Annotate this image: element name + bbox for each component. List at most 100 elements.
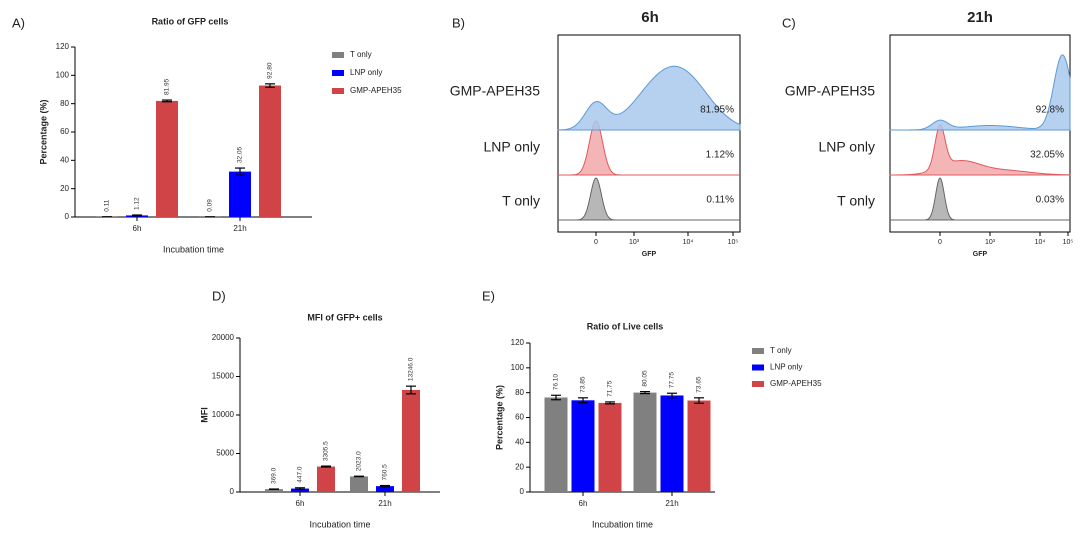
value-label: 71.75 bbox=[607, 380, 614, 397]
y-tick-label: 60 bbox=[60, 127, 69, 136]
chart-title: Ratio of GFP cells bbox=[152, 16, 229, 26]
x-axis-label: GFP bbox=[642, 251, 657, 258]
x-tick-label: 10⁵ bbox=[728, 239, 739, 246]
bar bbox=[259, 85, 281, 218]
x-tick-label: 21h bbox=[665, 499, 678, 508]
sample-label: T only bbox=[837, 193, 875, 209]
error-bar bbox=[235, 167, 245, 176]
y-tick-label: 20 bbox=[515, 462, 524, 471]
legend-label: GMP-APEH35 bbox=[350, 86, 402, 95]
bar bbox=[687, 400, 711, 492]
legend-swatch bbox=[332, 88, 344, 94]
y-axis-label: MFI bbox=[199, 407, 209, 423]
bar bbox=[291, 488, 309, 492]
error-bar bbox=[265, 83, 275, 88]
y-tick-label: 5000 bbox=[216, 449, 234, 458]
y-tick-label: 80 bbox=[515, 388, 524, 397]
histogram-curve bbox=[889, 124, 1071, 176]
percentage-label: 1.12% bbox=[706, 150, 734, 161]
y-tick-label: 100 bbox=[56, 70, 70, 79]
percentage-label: 32.05% bbox=[1030, 150, 1064, 161]
value-label: 760.5 bbox=[382, 464, 389, 481]
x-tick-label: 10⁴ bbox=[1035, 239, 1046, 246]
panel-label: D) bbox=[212, 288, 226, 303]
y-tick-label: 0 bbox=[230, 487, 235, 496]
panel-label: B) bbox=[452, 15, 465, 30]
x-tick-label: 10³ bbox=[629, 239, 640, 246]
error-bar bbox=[321, 465, 331, 468]
error-bar bbox=[694, 397, 704, 404]
value-label: 73.65 bbox=[696, 376, 703, 393]
panel-title: 21h bbox=[967, 9, 993, 26]
error-bar bbox=[406, 385, 416, 395]
panel-label: A) bbox=[12, 15, 25, 30]
percentage-label: 0.11% bbox=[706, 195, 734, 206]
legend-label: GMP-APEH35 bbox=[770, 379, 822, 388]
bar bbox=[660, 395, 684, 492]
legend-swatch bbox=[752, 381, 764, 387]
chart-title: Ratio of Live cells bbox=[587, 321, 664, 331]
error-bar bbox=[667, 392, 677, 399]
histogram-curve bbox=[890, 177, 1070, 221]
x-tick-label: 6h bbox=[296, 499, 305, 508]
sample-label: GMP-APEH35 bbox=[450, 83, 540, 99]
value-label: 2023.0 bbox=[356, 451, 363, 471]
legend-label: T only bbox=[350, 50, 372, 59]
value-label: 0.09 bbox=[207, 199, 214, 212]
legend-label: T only bbox=[770, 346, 792, 355]
error-bar bbox=[132, 214, 142, 217]
value-label: 13246.0 bbox=[408, 357, 415, 381]
x-axis-label: GFP bbox=[973, 251, 988, 258]
legend-label: LNP only bbox=[350, 68, 382, 77]
legend-swatch bbox=[752, 364, 764, 371]
legend-swatch bbox=[752, 348, 764, 354]
y-axis-label: Percentage (%) bbox=[494, 385, 504, 450]
error-bar bbox=[551, 394, 561, 401]
bar bbox=[317, 466, 335, 492]
y-tick-label: 10000 bbox=[212, 410, 235, 419]
x-tick-label: 21h bbox=[233, 224, 246, 233]
bar bbox=[402, 390, 420, 492]
value-label: 447.0 bbox=[297, 466, 304, 483]
y-tick-label: 40 bbox=[60, 155, 69, 164]
y-tick-label: 40 bbox=[515, 437, 524, 446]
percentage-label: 0.03% bbox=[1036, 195, 1064, 206]
value-label: 73.85 bbox=[580, 376, 587, 393]
y-tick-label: 80 bbox=[60, 99, 69, 108]
y-tick-label: 0 bbox=[65, 212, 70, 221]
x-tick-label: 6h bbox=[133, 224, 142, 233]
error-bar bbox=[578, 397, 588, 404]
legend-swatch bbox=[332, 52, 344, 58]
y-tick-label: 20000 bbox=[212, 333, 235, 342]
error-bar bbox=[605, 401, 615, 405]
x-tick-label: 0 bbox=[938, 239, 942, 246]
value-label: 81.95 bbox=[164, 78, 171, 95]
bar bbox=[350, 476, 368, 492]
value-label: 32.05 bbox=[237, 146, 244, 163]
x-tick-label: 10³ bbox=[985, 239, 996, 246]
histogram-curve bbox=[889, 54, 1071, 131]
panel-label: C) bbox=[782, 15, 796, 30]
y-tick-label: 120 bbox=[56, 42, 70, 51]
value-label: 369.0 bbox=[271, 467, 278, 484]
value-label: 3305.5 bbox=[323, 441, 330, 461]
value-label: 1.12 bbox=[134, 197, 141, 210]
x-axis-label: Incubation time bbox=[592, 519, 653, 529]
y-tick-label: 60 bbox=[515, 413, 524, 422]
sample-label: GMP-APEH35 bbox=[785, 83, 875, 99]
error-bar bbox=[162, 99, 172, 103]
x-tick-label: 10⁵ bbox=[1063, 239, 1074, 246]
bar bbox=[544, 397, 568, 492]
x-tick-label: 0 bbox=[594, 239, 598, 246]
value-label: 0.11 bbox=[104, 199, 111, 212]
y-tick-label: 20 bbox=[60, 184, 69, 193]
error-bar bbox=[295, 487, 305, 490]
sample-label: LNP only bbox=[818, 139, 875, 155]
plot-frame bbox=[889, 34, 1071, 233]
percentage-label: 92.8% bbox=[1036, 105, 1064, 116]
bar bbox=[633, 392, 657, 492]
sample-label: LNP only bbox=[483, 139, 540, 155]
error-bar bbox=[640, 391, 650, 395]
x-tick-label: 21h bbox=[378, 499, 391, 508]
